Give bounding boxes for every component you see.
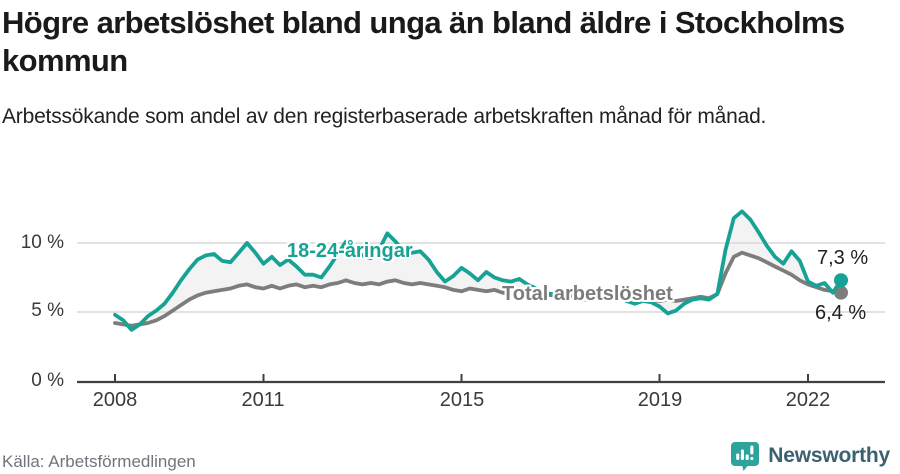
series-label-young: 18-24-åringar	[287, 240, 413, 262]
x-axis-tick-2015: 2015	[439, 389, 485, 411]
newsworthy-wordmark: Newsworthy	[768, 444, 890, 467]
page-title: Högre arbetslöshet bland unga än bland ä…	[2, 5, 845, 78]
end-value-young: 7,3 %	[817, 247, 869, 269]
x-axis-tick-2022: 2022	[785, 389, 831, 411]
newsworthy-bubble-chart-icon	[730, 441, 760, 471]
y-axis-tick-10: 10 %	[20, 232, 64, 253]
x-axis-tick-2011: 2011	[241, 389, 285, 411]
y-axis-tick-5: 5 %	[31, 300, 64, 321]
y-axis-tick-0: 0 %	[31, 370, 64, 391]
x-axis-tick-2008: 2008	[92, 389, 138, 411]
page-subtitle: Arbetssökande som andel av den registerb…	[2, 105, 767, 128]
end-value-total: 6,4 %	[815, 302, 867, 324]
series-label-total: Total arbetslöshet	[502, 283, 673, 305]
newsworthy-logo[interactable]: Newsworthy	[730, 440, 890, 472]
x-axis-tick-2019: 2019	[637, 389, 683, 411]
source-caption: Källa: Arbetsförmedlingen	[2, 452, 196, 471]
